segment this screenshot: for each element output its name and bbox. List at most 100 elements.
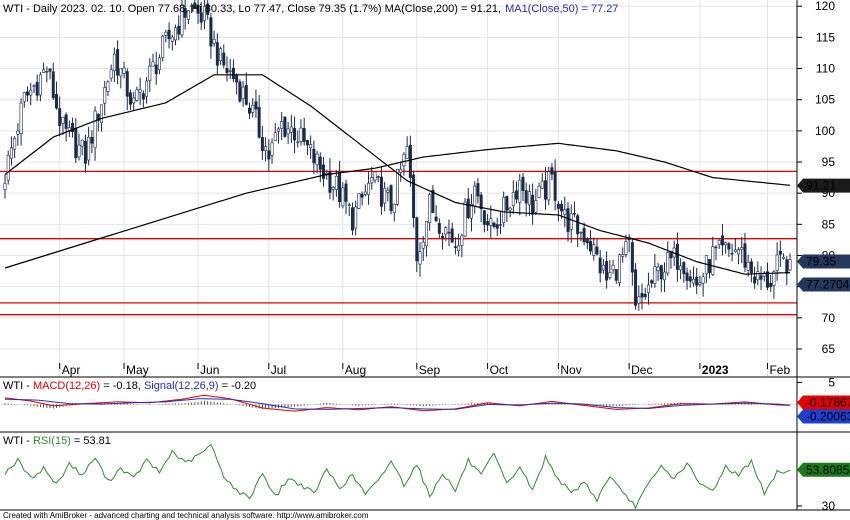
candle-body <box>714 246 718 249</box>
rsi-y-axis: 30 <box>797 499 835 513</box>
candle-body <box>183 7 187 18</box>
signal-last-value-text: -0.20063 <box>806 410 850 424</box>
candle-body <box>746 261 750 271</box>
candle-body <box>289 126 293 133</box>
price-tick-label: 100 <box>815 124 835 138</box>
candle-body <box>685 272 689 281</box>
candle-body <box>334 175 338 190</box>
price-candles <box>3 0 792 311</box>
candle-body <box>611 264 615 271</box>
candle-body <box>148 65 152 81</box>
candle-body <box>785 259 789 274</box>
candle-body <box>527 191 531 206</box>
candle-body <box>186 10 190 20</box>
candle-body <box>617 254 621 283</box>
price-title-info: - Daily 2023. 02. 10. Open 77.68, Hi 80.… <box>23 3 384 15</box>
candle-body <box>720 235 724 246</box>
candle-body <box>405 146 409 159</box>
price-title-symbol: WTI <box>3 3 23 15</box>
candle-body <box>386 189 390 193</box>
candle-body <box>502 196 506 223</box>
macd-last-value-text: -0.17867 <box>806 396 850 410</box>
price-tick-label: 85 <box>822 217 836 231</box>
candle-body <box>608 272 612 278</box>
candle-body <box>328 171 332 193</box>
candle-body <box>145 80 149 97</box>
macd-y-axis: 5 <box>797 375 835 389</box>
candle-body <box>141 93 145 100</box>
price-tick-label: 95 <box>822 155 836 169</box>
candle-body <box>228 70 232 72</box>
price-tick-label: 70 <box>822 311 836 325</box>
x-axis-label: Jun <box>200 363 219 377</box>
price-tick-label: 115 <box>816 30 835 44</box>
candle-body <box>196 4 200 14</box>
candle-body <box>276 128 280 132</box>
candle-body <box>547 171 551 201</box>
candle-body <box>296 141 300 144</box>
candle-body <box>341 187 345 207</box>
x-axis-label: Sep <box>419 363 441 377</box>
candle-body <box>473 185 477 207</box>
candle-body <box>441 235 445 239</box>
candle-body <box>112 53 116 72</box>
candle-body <box>51 71 55 99</box>
candle-body <box>61 116 65 124</box>
candle-body <box>206 3 210 15</box>
candle-body <box>508 207 512 211</box>
candle-body <box>363 191 367 195</box>
candle-body <box>26 91 30 96</box>
price-tick-label: 120 <box>815 0 835 13</box>
candle-body <box>244 84 248 105</box>
candle-body <box>753 276 757 284</box>
candle-body <box>595 246 599 255</box>
price-tick-label: 110 <box>816 62 835 76</box>
candle-body <box>38 74 42 96</box>
candle-body <box>566 208 570 233</box>
candle-body <box>666 252 670 274</box>
macd-title-macd: MACD(12,26) <box>33 380 100 392</box>
candle-body <box>215 42 219 66</box>
candle-body <box>650 280 654 284</box>
candle-body <box>582 228 586 243</box>
candle-body <box>640 293 644 298</box>
candle-body <box>515 190 519 200</box>
candle-body <box>498 224 502 226</box>
candle-body <box>199 12 203 23</box>
rsi-last-value-box <box>797 462 850 477</box>
candle-body <box>135 89 139 101</box>
candle-body <box>724 242 728 246</box>
candle-body <box>708 259 712 273</box>
price-last-value-box <box>797 178 850 193</box>
candle-body <box>428 194 432 223</box>
candle-body <box>585 238 589 244</box>
candle-body <box>695 276 699 286</box>
rsi-last-value-markers: 53.8085 <box>797 462 850 477</box>
candle-body <box>154 64 158 75</box>
price-last-value-text: 77.2704 <box>806 277 850 291</box>
ma200-line <box>4 142 791 269</box>
candle-body <box>32 85 36 87</box>
candle-body <box>151 61 155 67</box>
rsi-panel-title: WTI - RSI(15) = 53.81 <box>3 435 111 447</box>
macd-title-signal: Signal(12,26,9) <box>144 380 219 392</box>
candle-body <box>788 259 792 271</box>
candle-body <box>312 148 316 164</box>
candle-body <box>254 101 258 110</box>
candle-body <box>80 139 84 147</box>
candle-body <box>772 271 776 286</box>
candle-body <box>460 235 464 246</box>
candle-body <box>157 57 161 71</box>
candle-body <box>749 261 753 274</box>
x-axis-label: Nov <box>560 363 581 377</box>
candle-body <box>132 97 136 104</box>
candle-body <box>202 6 206 21</box>
candle-body <box>103 87 107 104</box>
candle-body <box>360 194 364 198</box>
candle-body <box>77 144 81 158</box>
candle-body <box>775 254 779 271</box>
x-axis-label: Aug <box>345 363 366 377</box>
candle-body <box>733 249 737 253</box>
candle-body <box>463 201 467 237</box>
candle-body <box>418 251 422 265</box>
